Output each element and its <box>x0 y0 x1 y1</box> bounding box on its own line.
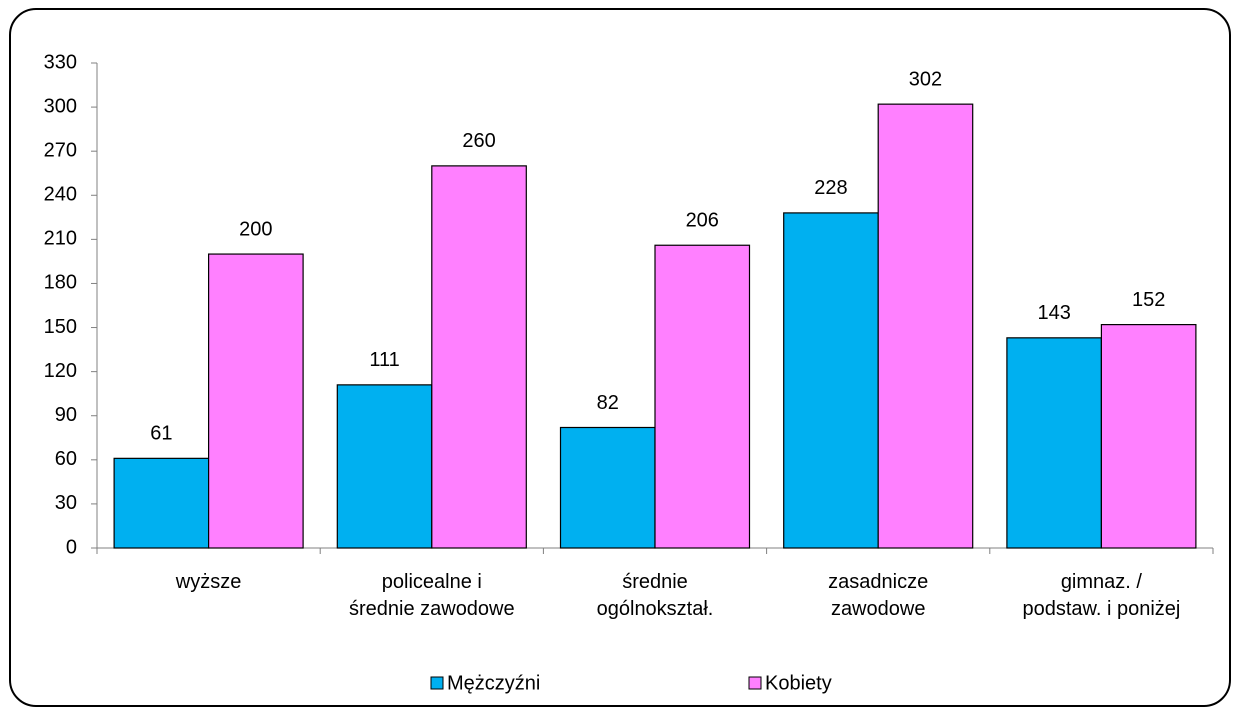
x-tick-label-line: policealne i <box>382 571 482 593</box>
value-label: 200 <box>239 218 272 240</box>
bar <box>208 253 304 549</box>
value-label: 152 <box>1132 289 1165 311</box>
y-tick-label: 330 <box>44 51 77 73</box>
value-label: 111 <box>369 349 399 371</box>
bar <box>1006 337 1103 549</box>
x-tick-label-line: zawodowe <box>831 598 926 620</box>
y-tick-label: 60 <box>55 448 77 470</box>
value-label: 228 <box>814 177 847 199</box>
y-tick-label: 90 <box>55 404 77 426</box>
y-tick-label: 240 <box>44 184 77 206</box>
x-tick-label-line: wyższe <box>175 571 242 593</box>
legend-label: Kobiety <box>765 672 832 694</box>
bar <box>113 457 210 549</box>
y-tick-label: 30 <box>55 492 77 514</box>
x-tick-label-line: podstaw. i poniżej <box>1022 598 1180 620</box>
value-label: 206 <box>686 210 719 232</box>
value-label: 302 <box>909 68 942 90</box>
legend-swatch <box>748 676 762 690</box>
legend-label: Mężczyźni <box>447 672 540 694</box>
x-tick-label-line: średnie zawodowe <box>349 598 515 620</box>
bar <box>559 426 656 549</box>
x-tick-label: wyższe <box>175 571 242 593</box>
value-label: 260 <box>462 130 495 152</box>
y-tick-label: 150 <box>44 316 77 338</box>
bar <box>877 103 974 549</box>
bar <box>783 212 879 549</box>
x-tick-label-line: gimnaz. / <box>1061 571 1143 593</box>
bar <box>654 244 751 549</box>
y-tick-label: 0 <box>66 536 77 558</box>
x-tick-label: zasadnicze zawodowe <box>828 571 928 620</box>
y-tick-label: 180 <box>44 272 77 294</box>
y-tick-label: 270 <box>44 139 77 161</box>
x-tick-label: gimnaz. / podstaw. i poniżej <box>1022 571 1180 620</box>
x-tick-label-line: zasadnicze <box>828 571 928 593</box>
y-tick-label: 210 <box>44 228 77 250</box>
bar <box>336 384 433 549</box>
y-tick-label: 120 <box>44 360 77 382</box>
bar <box>431 165 527 549</box>
value-label: 61 <box>150 423 172 445</box>
x-tick-label-line: ogólnokształ. <box>597 598 714 620</box>
value-label: 82 <box>597 392 619 414</box>
value-label: 143 <box>1037 302 1070 324</box>
y-tick-label: 300 <box>44 95 77 117</box>
x-tick-label: średnie ogólnokształ. <box>597 571 714 620</box>
x-tick-label: policealne i średnie zawodowe <box>349 571 515 620</box>
bar <box>1100 324 1197 549</box>
x-tick-label-line: średnie <box>622 571 688 593</box>
legend-swatch <box>430 676 444 690</box>
